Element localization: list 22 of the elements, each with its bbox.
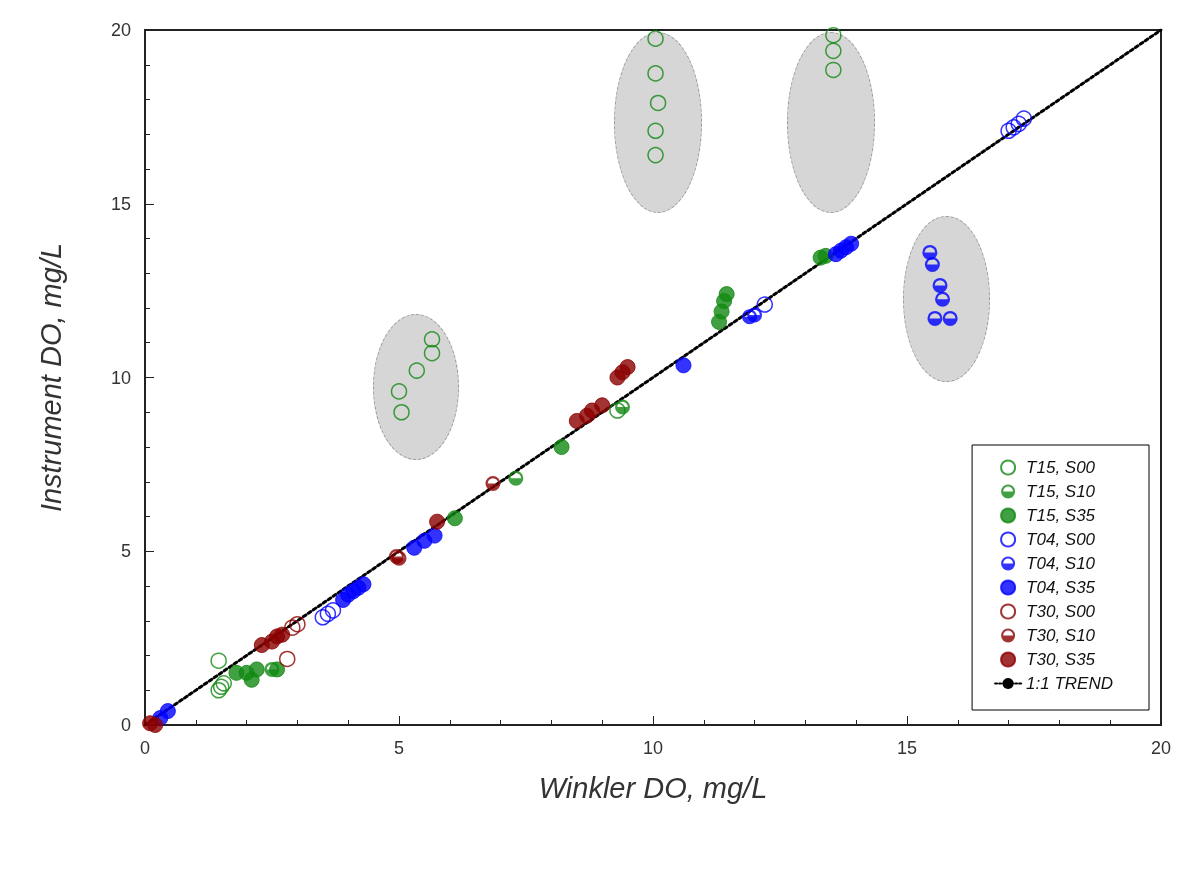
legend-label: T04, S00 <box>1026 530 1096 549</box>
x-axis-title: Winkler DO, mg/L <box>538 771 768 804</box>
legend-label: T30, S00 <box>1026 602 1096 621</box>
x-tick-label: 10 <box>642 738 664 758</box>
y-tick-label: 20 <box>110 20 131 40</box>
legend-label: 1:1 TREND <box>1026 674 1114 693</box>
legend-label: T15, S35 <box>1026 506 1096 525</box>
legend-label: T15, S00 <box>1026 458 1096 477</box>
x-tick-label: 15 <box>896 738 918 758</box>
x-tick-label: 0 <box>139 738 151 758</box>
x-tick-label: 5 <box>393 738 405 758</box>
y-tick-label: 10 <box>110 367 131 388</box>
legend-label: T15, S10 <box>1026 482 1096 501</box>
y-axis-title: Instrument DO, mg/L <box>34 242 67 513</box>
legend-label: T30, S35 <box>1026 650 1096 669</box>
legend-label: T04, S35 <box>1026 578 1096 597</box>
x-tick-label: 20 <box>1150 738 1172 758</box>
legend-label: T04, S10 <box>1026 554 1096 573</box>
y-tick-label: 15 <box>110 193 131 214</box>
y-tick-label: 0 <box>120 715 131 735</box>
y-tick-label: 5 <box>120 541 131 562</box>
legend-label: T30, S10 <box>1026 626 1096 645</box>
